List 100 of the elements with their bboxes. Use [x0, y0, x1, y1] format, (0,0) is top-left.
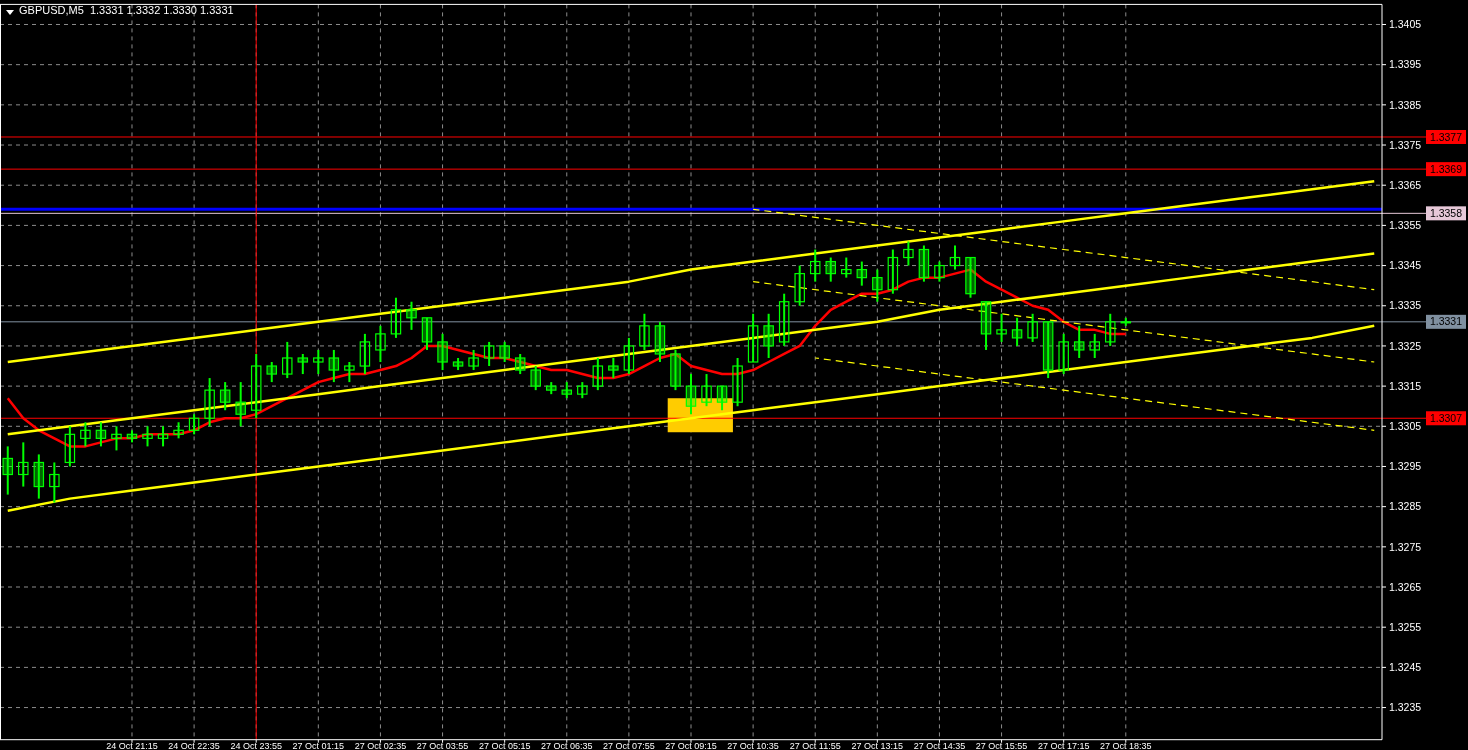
line-series — [6, 179, 1376, 364]
candlestick — [1027, 312, 1038, 343]
candlestick — [1058, 332, 1069, 376]
candlestick — [809, 248, 821, 283]
y-tick-label: 1.3385 — [1389, 98, 1422, 111]
candlestick — [996, 312, 1007, 343]
candlestick — [887, 248, 899, 295]
y-tick-label: 1.3315 — [1389, 379, 1422, 392]
candlestick — [530, 365, 541, 392]
y-tick-label: 1.3325 — [1389, 339, 1422, 352]
candlestick — [375, 324, 386, 363]
x-tick-label: 27 Oct 14:35 — [913, 740, 966, 750]
candlestick — [18, 441, 29, 488]
candlestick — [949, 244, 961, 271]
x-tick-label: 24 Oct 23:55 — [230, 740, 282, 750]
candlestick — [499, 340, 510, 363]
y-tick-label: 1.3265 — [1389, 580, 1422, 593]
candlestick — [33, 453, 45, 500]
y-tick-label: 1.3375 — [1389, 138, 1422, 151]
candlestick — [188, 413, 200, 436]
ref-line-label: 1.3369 — [1429, 162, 1463, 175]
candlestick — [685, 373, 697, 416]
candlestick — [468, 348, 479, 372]
candlestick — [1105, 312, 1116, 347]
candlestick — [841, 256, 852, 279]
x-tick-label: 27 Oct 07:55 — [603, 740, 655, 750]
candlestick — [763, 312, 774, 359]
candlestick — [825, 256, 837, 283]
candlestick — [1073, 324, 1085, 359]
y-tick-label: 1.3355 — [1389, 219, 1422, 232]
candlestick — [266, 361, 277, 384]
candlestick — [747, 312, 759, 363]
candlestick — [390, 296, 402, 339]
candlestick — [670, 348, 681, 392]
candlestick — [313, 348, 324, 376]
y-tick-label: 1.3245 — [1389, 661, 1422, 674]
candlestick — [64, 425, 76, 468]
y-tick-label: 1.3335 — [1389, 299, 1422, 312]
x-tick-label: 27 Oct 15:55 — [975, 740, 1028, 750]
candlestick — [545, 381, 557, 396]
candlestick — [49, 461, 60, 504]
candlestick — [282, 340, 293, 380]
y-tick-label: 1.3285 — [1389, 500, 1422, 513]
candlestick — [918, 244, 930, 283]
candlestick — [1089, 332, 1100, 359]
candlestick — [328, 348, 340, 384]
ref-line-label: 1.3331 — [1429, 315, 1463, 328]
candlestick — [794, 264, 805, 307]
ref-line-label: 1.3377 — [1429, 130, 1463, 143]
candlestick — [219, 381, 231, 412]
x-tick-label: 27 Oct 01:15 — [292, 740, 345, 750]
candlestick — [1011, 316, 1023, 347]
y-tick-label: 1.3345 — [1389, 259, 1422, 272]
candlestick — [406, 300, 417, 331]
candlestick — [126, 429, 138, 444]
x-tick-label: 27 Oct 02:35 — [354, 740, 407, 750]
candlestick — [483, 340, 495, 368]
candlestick — [561, 381, 573, 400]
candlestick — [623, 336, 635, 376]
candlestick — [608, 356, 619, 380]
candlestick — [250, 352, 262, 420]
candlestick — [359, 332, 371, 376]
candlestick — [111, 425, 122, 452]
x-tick-label: 27 Oct 13:15 — [851, 740, 904, 750]
candlestick — [514, 352, 526, 376]
x-tick-label: 27 Oct 10:35 — [727, 740, 779, 750]
y-tick-label: 1.3395 — [1389, 58, 1422, 71]
y-tick-label: 1.3255 — [1389, 620, 1422, 633]
candlestick — [716, 385, 728, 412]
candlestick — [934, 260, 945, 283]
ref-line-label: 1.3307 — [1429, 411, 1463, 424]
candlestick — [701, 373, 712, 408]
candlestick — [142, 425, 153, 448]
y-tick-label: 1.3405 — [1389, 18, 1422, 31]
candlestick — [157, 425, 169, 448]
x-tick-label: 27 Oct 11:55 — [789, 740, 841, 750]
y-tick-label: 1.3295 — [1389, 460, 1422, 473]
candlestick — [856, 260, 868, 287]
x-tick-label: 27 Oct 03:55 — [416, 740, 469, 750]
x-tick-label: 27 Oct 05:15 — [478, 740, 531, 750]
y-tick-label: 1.3365 — [1389, 178, 1422, 191]
x-tick-label: 27 Oct 06:35 — [541, 740, 593, 750]
y-tick-label: 1.3305 — [1389, 419, 1422, 432]
candlestick — [344, 361, 355, 384]
candlestick — [204, 377, 215, 428]
candlestick — [235, 381, 246, 428]
x-tick-label: 24 Oct 22:35 — [168, 740, 220, 750]
ref-line-label: 1.3358 — [1429, 207, 1463, 220]
candlestick — [452, 356, 464, 372]
y-tick-label: 1.3235 — [1389, 701, 1422, 714]
candlestick — [2, 445, 14, 496]
candlestick — [778, 292, 790, 347]
candlestick — [1042, 320, 1054, 380]
candlestick — [639, 312, 650, 351]
chart-title: GBPUSD,M5 1.3331 1.3332 1.3330 1.3331 — [19, 4, 234, 16]
candlestick — [980, 300, 992, 351]
x-tick-label: 24 Oct 21:15 — [106, 740, 158, 750]
candlestick — [732, 356, 743, 408]
candlestick — [872, 268, 883, 303]
x-tick-label: 27 Oct 09:15 — [665, 740, 717, 750]
